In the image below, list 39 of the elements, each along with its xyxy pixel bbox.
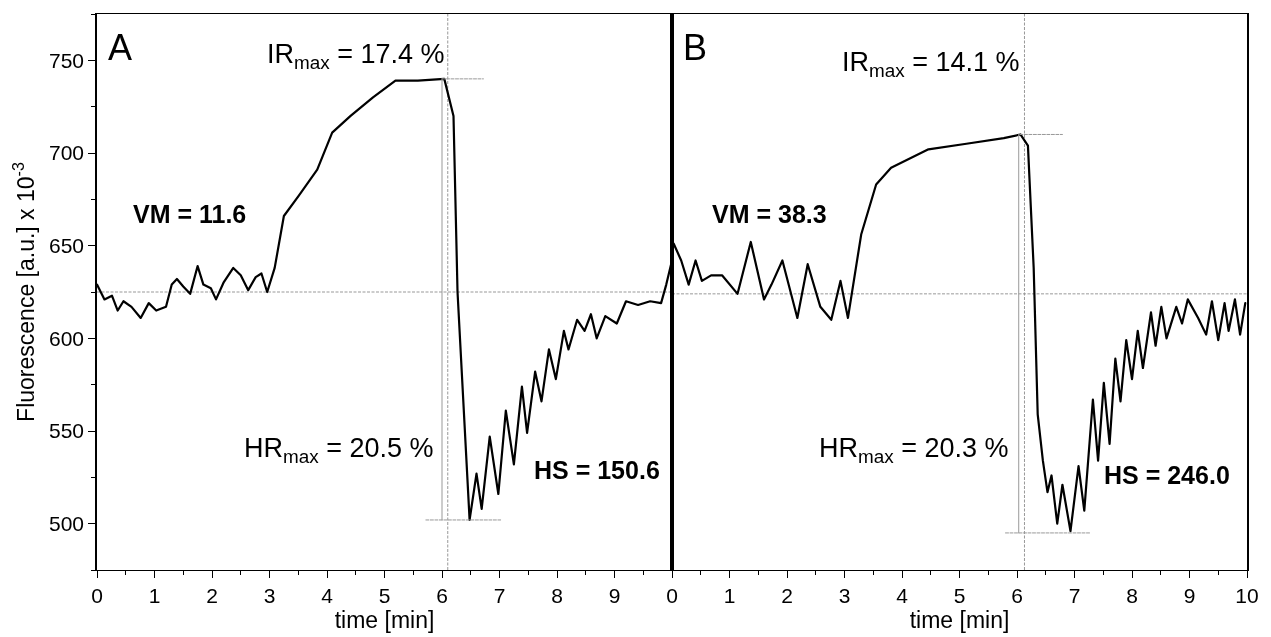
x-tick-label: 0 bbox=[666, 584, 678, 608]
annotation: HS = 246.0 bbox=[1104, 461, 1230, 489]
x-axis-title: time [min] bbox=[334, 607, 435, 634]
y-tick-label: 550 bbox=[49, 419, 85, 443]
x-tick-label: 1 bbox=[148, 584, 161, 608]
x-tick-label: 6 bbox=[436, 584, 448, 608]
x-tick-label: 4 bbox=[321, 584, 334, 608]
y-tick-label: 600 bbox=[49, 326, 85, 350]
x-tick-label: 2 bbox=[781, 584, 793, 608]
x-tick-label: 3 bbox=[263, 584, 276, 608]
annotation: A bbox=[108, 27, 133, 68]
x-tick-label: 1 bbox=[723, 584, 736, 608]
annotation: HR$_{max}$ = 20.5 % bbox=[244, 433, 434, 467]
x-tick-label: 10 bbox=[1235, 584, 1259, 608]
y-tick-label: 700 bbox=[49, 141, 85, 165]
x-axis-title: time [min] bbox=[909, 607, 1010, 634]
x-tick-label: 5 bbox=[953, 584, 966, 608]
y-tick-label: 500 bbox=[49, 512, 85, 536]
x-tick-label: 7 bbox=[493, 584, 506, 608]
y-tick-label: 750 bbox=[49, 48, 85, 72]
annotation: HS = 150.6 bbox=[534, 456, 660, 484]
x-tick-label: 6 bbox=[1011, 584, 1023, 608]
annotation: VM = 38.3 bbox=[712, 200, 827, 228]
x-tick-label: 3 bbox=[838, 584, 851, 608]
x-tick-label: 0 bbox=[91, 584, 103, 608]
annotation: HR$_{max}$ = 20.3 % bbox=[819, 433, 1009, 467]
x-tick-label: 9 bbox=[608, 584, 621, 608]
x-tick-label: 2 bbox=[206, 584, 218, 608]
y-tick-label: 650 bbox=[49, 234, 85, 258]
annotation: VM = 11.6 bbox=[133, 200, 247, 228]
annotation: B bbox=[683, 27, 708, 68]
annotation: IR$_{max}$ = 17.4 % bbox=[267, 39, 445, 73]
x-tick-label: 8 bbox=[1126, 584, 1138, 608]
annotation: IR$_{max}$ = 14.1 % bbox=[842, 47, 1020, 81]
x-tick-label: 7 bbox=[1068, 584, 1081, 608]
x-tick-label: 8 bbox=[551, 584, 563, 608]
x-tick-label: 4 bbox=[896, 584, 909, 608]
x-tick-label: 5 bbox=[378, 584, 391, 608]
x-tick-label: 9 bbox=[1183, 584, 1196, 608]
